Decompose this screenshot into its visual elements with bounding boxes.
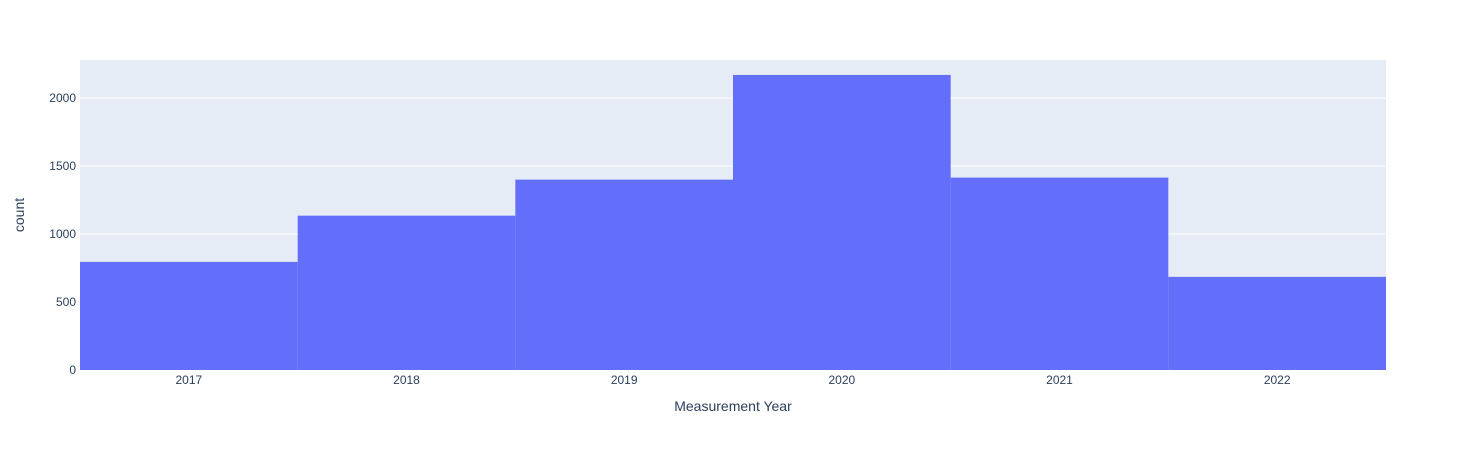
- bar-2017[interactable]: [80, 261, 298, 370]
- y-tick-label: 1500: [49, 159, 76, 173]
- x-tick-label: 2019: [611, 373, 638, 387]
- x-tick-label: 2022: [1264, 373, 1291, 387]
- x-tick-labels: 2017 2018 2019 2020 2021 2022: [175, 373, 1290, 387]
- x-tick-label: 2020: [828, 373, 855, 387]
- x-tick-label: 2017: [175, 373, 202, 387]
- x-axis-title: Measurement Year: [674, 398, 792, 414]
- y-tick-label: 500: [56, 295, 76, 309]
- y-tick-labels: 0 500 1000 1500 2000: [49, 91, 76, 377]
- x-tick-label: 2018: [393, 373, 420, 387]
- bar-2019[interactable]: [515, 179, 733, 370]
- y-tick-label: 1000: [49, 227, 76, 241]
- y-tick-label: 2000: [49, 91, 76, 105]
- bar-2022[interactable]: [1168, 276, 1386, 370]
- bar-2020[interactable]: [733, 74, 951, 370]
- y-tick-label: 0: [69, 363, 76, 377]
- bar-2021[interactable]: [950, 177, 1169, 370]
- bars: [80, 74, 1386, 370]
- x-tick-label: 2021: [1046, 373, 1073, 387]
- bar-2018[interactable]: [297, 215, 516, 370]
- y-axis-title: count: [11, 198, 27, 232]
